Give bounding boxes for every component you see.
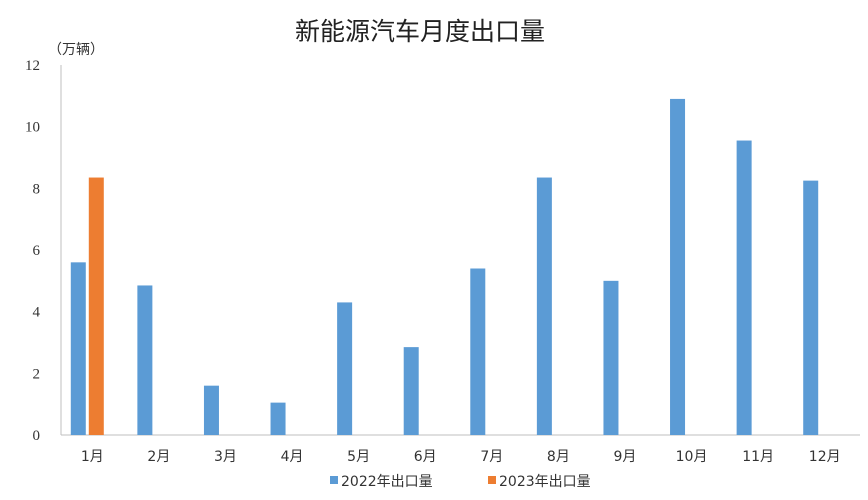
y-tick-label: 8 (33, 181, 41, 197)
x-tick-label: 3月 (214, 449, 237, 465)
x-tick-label: 2月 (147, 449, 170, 465)
y-tick-label: 12 (25, 58, 40, 74)
x-tick-label: 6月 (414, 449, 437, 465)
x-tick-labels: 1月 2月 3月 4月 5月 6月 7月 8月 9月 10月 11月 12月 (81, 449, 841, 465)
y-tick-label: 4 (33, 305, 41, 321)
x-tick-label: 12月 (809, 449, 841, 465)
y-unit-label: （万辆） (48, 42, 104, 58)
y-tick-label: 2 (33, 366, 41, 382)
bar-1-9 (603, 280, 619, 435)
x-tick-label: 1月 (81, 449, 104, 465)
bar-2-1 (88, 177, 104, 435)
x-tick-label: 10月 (676, 449, 708, 465)
bar-1-3 (203, 385, 219, 435)
bar-1-2 (137, 285, 153, 435)
x-tick-label: 8月 (547, 449, 570, 465)
bars (70, 98, 819, 436)
legend: 2022年出口量 2023年出口量 (330, 474, 591, 490)
bar-1-12 (803, 180, 819, 435)
bar-1-4 (270, 402, 286, 435)
x-tick-label: 4月 (281, 449, 304, 465)
y-tick-label: 6 (33, 243, 41, 259)
bar-1-8 (536, 177, 552, 435)
legend-label-2: 2023年出口量 (499, 474, 591, 490)
legend-label-1: 2022年出口量 (341, 474, 433, 490)
bar-1-7 (470, 268, 486, 435)
legend-swatch-2 (488, 476, 496, 484)
x-tick-label: 5月 (347, 449, 370, 465)
bar-1-1 (70, 262, 86, 435)
legend-swatch-1 (330, 476, 338, 484)
bar-1-11 (736, 140, 752, 435)
x-tick-label: 9月 (613, 449, 636, 465)
bar-1-10 (670, 98, 686, 436)
bar-1-5 (337, 302, 353, 435)
x-tick-label: 11月 (742, 449, 774, 465)
y-tick-label: 10 (25, 120, 40, 136)
x-tick-label: 7月 (480, 449, 503, 465)
y-tick-labels: 0 2 4 6 8 10 12 (25, 58, 41, 444)
chart-title: 新能源汽车月度出口量 (295, 17, 545, 46)
bar-1-6 (403, 347, 419, 435)
y-tick-label: 0 (33, 428, 41, 444)
